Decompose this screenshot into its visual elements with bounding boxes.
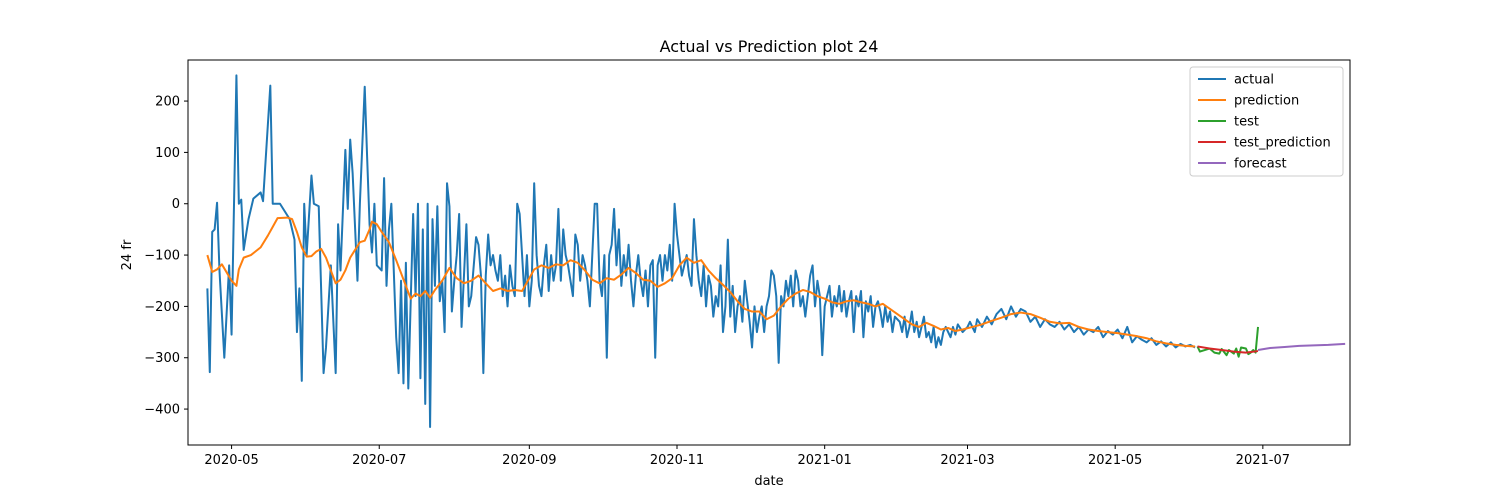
y-tick-label: 100 [155,146,180,161]
y-tick-label: 0 [172,197,180,212]
series-line-prediction [206,216,1196,348]
x-tick-label: 2020-09 [502,453,556,468]
y-tick-label: −400 [144,403,180,418]
y-tick-label: 200 [155,95,180,110]
legend-label-prediction: prediction [1234,94,1299,109]
x-tick-label: 2021-03 [940,453,994,468]
legend-box [1189,66,1344,177]
x-tick-label: 2021-07 [1236,453,1290,468]
x-tick-label: 2020-07 [352,453,406,468]
legend-label-test-prediction: test_prediction [1234,136,1331,151]
legend-label-forecast: forecast [1234,157,1287,172]
x-tick-label: 2020-11 [650,453,704,468]
y-axis: 200 100 0 −100 −200 −300 −400 [144,95,188,418]
legend: actual prediction test test_predictionforec… [1189,66,1344,177]
plot-area [187,59,1351,446]
y-tick-label: −100 [144,249,180,264]
series-line-test-prediction [1197,345,1259,354]
x-tick-label: 2020-05 [204,453,258,468]
series-line-actual [206,74,1196,429]
plot-frame [187,59,1351,446]
y-tick-label: −300 [144,351,180,366]
legend-label-actual: actual [1234,73,1274,88]
y-tick-label: −200 [144,300,180,315]
x-tick-label: 2021-01 [798,453,852,468]
x-tick-label: 2021-05 [1088,453,1142,468]
y-axis-label: 24 fr [120,239,135,270]
legend-label-test: test [1234,115,1259,130]
x-axis: 2020-05 2020-07 2020-09 2020-11 2021-01 2021-… [204,445,1290,468]
x-axis-label: date [754,474,783,489]
series-line-forecast [1257,342,1346,352]
chart-title: Actual vs Prediction plot 24 [660,37,879,56]
